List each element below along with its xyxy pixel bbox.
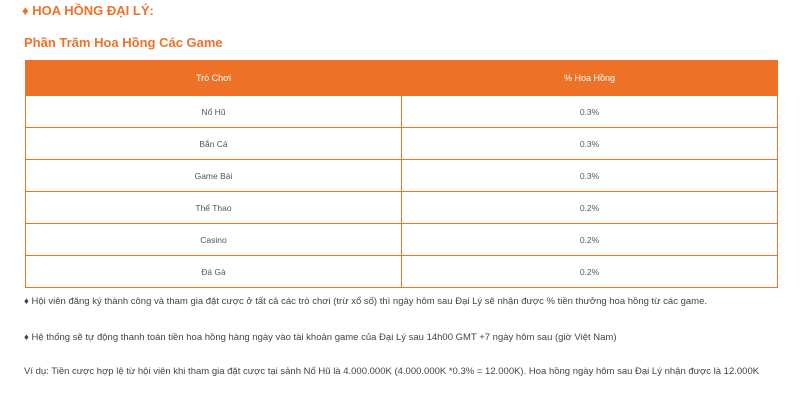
table-row: Bắn Cá 0.3% — [25, 127, 778, 160]
table-row: Casino 0.2% — [25, 223, 778, 256]
rate-cell: 0.2% — [401, 255, 778, 288]
column-header: Trò Chơi — [25, 60, 402, 96]
commission-table: Trò Chơi % Hoa Hồng Nổ Hũ 0.3% Bắn Cá 0.3% G… — [25, 60, 778, 288]
game-cell: Đá Gà — [25, 255, 402, 288]
paragraph: Ví dụ: Tiền cược hợp lệ từ hội viên khi … — [24, 366, 760, 377]
table-row: Nổ Hũ 0.3% — [25, 95, 778, 128]
game-cell: Game Bài — [25, 159, 402, 192]
table-row: Game Bài 0.3% — [25, 159, 778, 192]
rate-cell: 0.2% — [401, 191, 778, 224]
header-row: Trò Chơi % Hoa Hồng — [25, 60, 778, 96]
game-cell: Bắn Cá — [25, 127, 402, 160]
game-cell: Nổ Hũ — [25, 95, 402, 128]
game-cell: Casino — [25, 223, 402, 256]
section-title: ♦ HOA HỒNG ĐẠI LÝ: — [22, 3, 154, 18]
table-row: Đá Gà 0.2% — [25, 255, 778, 288]
game-cell: Thể Thao — [25, 191, 402, 224]
subtitle: Phần Trăm Hoa Hồng Các Game — [24, 35, 223, 50]
rate-cell: 0.3% — [401, 127, 778, 160]
rate-cell: 0.3% — [401, 159, 778, 192]
paragraph: ♦ Hội viên đăng ký thành công và tham gi… — [24, 296, 707, 307]
rate-cell: 0.2% — [401, 223, 778, 256]
column-header: % Hoa Hồng — [401, 60, 778, 96]
rate-cell: 0.3% — [401, 95, 778, 128]
paragraph: ♦ Hệ thống sẽ tự động thanh toán tiền ho… — [24, 332, 617, 343]
table-row: Thể Thao 0.2% — [25, 191, 778, 224]
